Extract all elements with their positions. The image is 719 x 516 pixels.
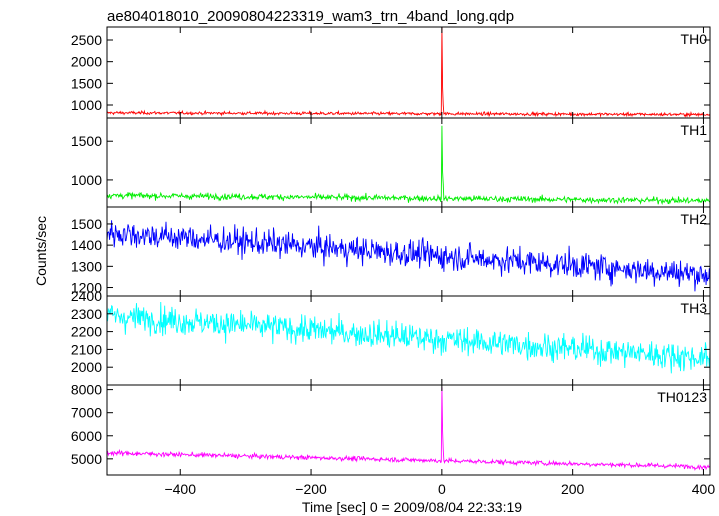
x-tick-label: −400	[164, 481, 196, 497]
x-tick-label: 0	[438, 481, 446, 497]
panel-th2: 1200 1300 1400 1500 TH2	[71, 206, 711, 297]
y-tick-label: 6000	[71, 428, 102, 444]
series-line-th1	[107, 125, 710, 206]
series-line-th2	[107, 220, 710, 292]
panel-th1: 1000 1500 TH1	[71, 117, 711, 208]
panel-frame	[106, 295, 711, 386]
series-line-th0	[107, 27, 710, 118]
y-tick-label: 2300	[71, 306, 102, 322]
panel-label: TH3	[681, 300, 708, 316]
panel-th0: 1000 1500 2000 2500 TH0	[71, 26, 711, 119]
y-tick-label: 1400	[71, 237, 102, 253]
panel-frame	[106, 384, 711, 476]
panel-frame	[106, 117, 711, 208]
y-tick-label: 2200	[71, 324, 102, 340]
x-tick-label: −200	[295, 481, 327, 497]
y-tick-label: 5000	[71, 451, 102, 467]
y-tick-label: 2000	[71, 359, 102, 375]
y-tick-label: 2000	[71, 54, 102, 70]
y-tick-label: 2400	[71, 288, 102, 304]
y-tick-label: 1000	[71, 97, 102, 113]
y-tick-label: 2100	[71, 341, 102, 357]
y-tick-label: 1300	[71, 258, 102, 274]
chart-title: ae804018010_20090804223319_wam3_trn_4ban…	[107, 8, 514, 25]
y-tick-label: 1500	[71, 133, 102, 149]
panel-label: TH0123	[657, 389, 707, 405]
y-tick-label: 1200	[71, 280, 102, 296]
y-tick-label: 1500	[71, 216, 102, 232]
y-tick-label: 8000	[71, 382, 102, 398]
panel-th0123: 5000 6000 7000 8000 TH0123	[71, 382, 711, 476]
y-tick-label: 1000	[71, 172, 102, 188]
x-tick-label: 400	[692, 481, 716, 497]
panel-label: TH1	[681, 122, 708, 138]
x-tick-label: 200	[561, 481, 585, 497]
y-tick-label: 2500	[71, 32, 102, 48]
y-tick-label: 7000	[71, 405, 102, 421]
y-axis-label: Counts/sec	[33, 216, 49, 286]
panel-frame	[106, 26, 711, 119]
panel-label: TH0	[681, 31, 708, 47]
y-tick-label: 1500	[71, 75, 102, 91]
x-axis-label: Time [sec] 0 = 2009/08/04 22:33:19	[302, 499, 522, 515]
series-line-th0123	[107, 387, 710, 471]
series-line-th3	[107, 301, 710, 374]
panel-label: TH2	[681, 211, 708, 227]
